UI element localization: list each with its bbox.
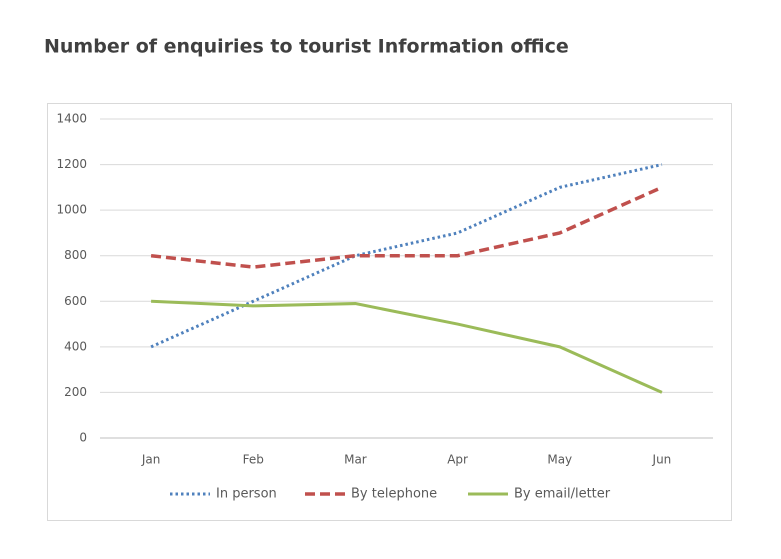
series-line bbox=[151, 299, 663, 394]
x-tick-label: Apr bbox=[447, 453, 468, 467]
y-tick-label: 200 bbox=[64, 385, 87, 399]
y-tick-label: 600 bbox=[64, 294, 87, 308]
legend-label: In person bbox=[216, 487, 277, 502]
y-tick-label: 0 bbox=[79, 431, 87, 445]
x-tick-label: May bbox=[547, 453, 572, 467]
x-tick-label: Jun bbox=[652, 453, 672, 467]
series-line bbox=[150, 185, 663, 269]
x-tick-label: Mar bbox=[344, 453, 367, 467]
y-tick-label: 800 bbox=[64, 248, 87, 262]
x-tick-label: Jan bbox=[141, 453, 161, 467]
series-line bbox=[150, 163, 663, 349]
y-tick-label: 400 bbox=[64, 339, 87, 353]
legend-label: By email/letter bbox=[514, 487, 611, 502]
x-tick-label: Feb bbox=[243, 453, 264, 467]
y-tick-label: 1400 bbox=[56, 112, 87, 126]
y-tick-label: 1000 bbox=[56, 203, 87, 217]
y-tick-label: 1200 bbox=[56, 157, 87, 171]
chart-frame bbox=[47, 103, 732, 521]
chart-title: Number of enquiries to tourist Informati… bbox=[44, 36, 569, 58]
legend-label: By telephone bbox=[351, 487, 437, 502]
